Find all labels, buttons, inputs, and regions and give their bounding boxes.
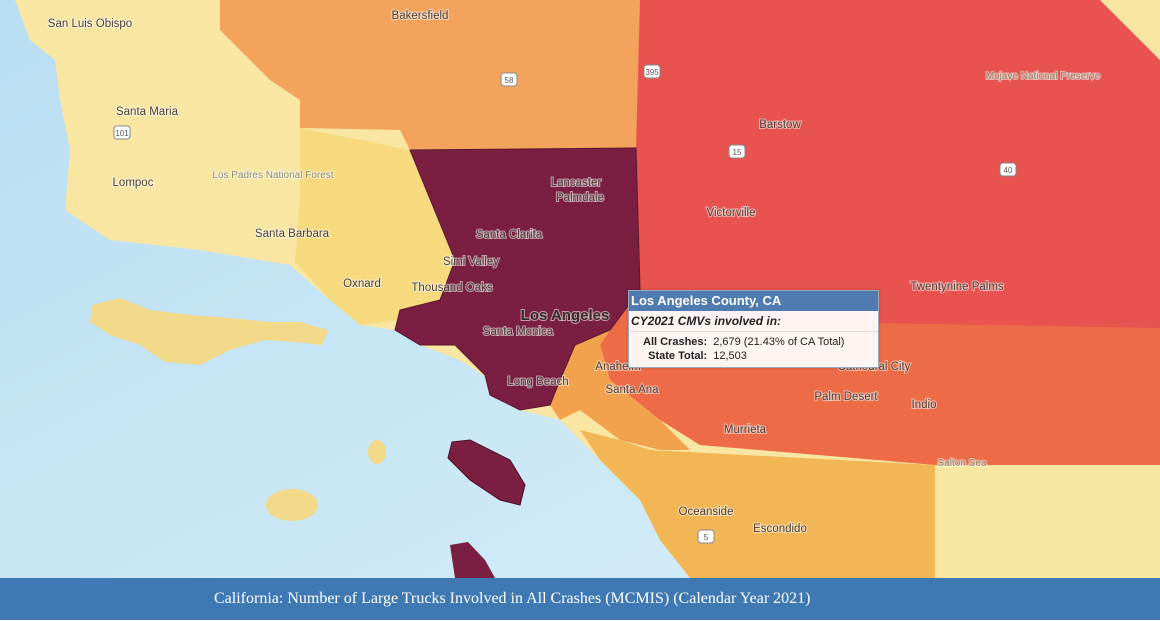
imperial-county [935,465,1160,578]
highway-number: 15 [733,148,742,157]
highway-number: 395 [645,68,659,77]
place-label: Santa Maria [116,106,179,118]
caption: California: Number of Large Trucks Invol… [214,590,811,607]
tooltip-title: Los Angeles County, CA [629,291,878,311]
place-label: Palmdale [556,192,604,204]
highway-shield [999,162,1017,177]
place-label: San Luis Obispo [48,18,132,30]
santa-catalina-island [447,439,526,506]
place-label: Thousand Oaks [411,282,492,294]
place-label: Victorville [707,207,756,219]
highway-number: 5 [704,533,709,542]
place-label: Long Beach [507,376,568,388]
highway-number: 40 [1004,166,1013,175]
place-label: Los Angeles [521,307,610,324]
place-label: Barstow [759,119,801,131]
row-value: 2,679 (21.43% of CA Total) [713,336,845,348]
ventura-county [295,128,455,325]
san-bernardino-county [636,0,1160,328]
place-label: Salton Sea [938,458,987,469]
place-label: Palm Desert [814,391,878,403]
tooltip-subtitle: CY2021 CMVs involved in: [629,311,878,332]
highway-shield [697,529,715,544]
place-label: Santa Ana [605,384,659,396]
row-value: 12,503 [713,350,747,362]
tooltip: Los Angeles County, CA CY2021 CMVs invol… [628,290,879,368]
caption-bar: California: Number of Large Trucks Invol… [0,578,1160,620]
map: 58 101 395 15 40 5 San Luis Obispo Bakersfield… [0,0,1160,578]
highway-shield [500,72,518,87]
channel-islands [90,298,328,365]
highway-shield [113,125,131,140]
place-label: Lancaster [551,177,602,189]
row-label: All Crashes: [643,336,708,348]
place-label: Bakersfield [392,10,449,22]
highway-number: 101 [115,129,129,138]
place-label: Escondido [753,523,807,535]
place-label: Oceanside [679,506,734,518]
row-label: State Total: [648,350,708,362]
place-label: Lompoc [113,177,154,189]
highway-number: 58 [505,76,514,85]
place-label: Los Padres National Forest [212,170,333,181]
place-label: Santa Barbara [255,228,330,240]
inyo-county [1100,0,1160,60]
island [266,489,318,521]
san-clemente-island [450,542,495,578]
place-labels: San Luis Obispo Bakersfield Santa Maria Los… [47,9,1102,536]
place-label: Santa Monica [483,326,554,338]
orange-county [550,330,690,450]
place-label: Indio [912,399,937,411]
place-label: Twentynine Palms [910,281,1004,293]
kern-county [220,0,640,150]
highway-shield [728,144,746,159]
highway-shield [643,64,661,79]
place-label: Simi Valley [443,256,499,268]
los-angeles-county [394,147,641,411]
place-label: Mojave National Preserve [986,71,1101,82]
place-label: Santa Clarita [476,229,543,241]
place-label: Oxnard [343,278,381,290]
shields: 58 101 395 15 40 5 [113,64,1017,544]
tooltip-table: All Crashes: 2,679 (21.43% of CA Total) S… [643,335,850,363]
island [368,440,386,464]
san-diego-county [580,430,935,578]
place-label: Murrieta [724,424,767,436]
